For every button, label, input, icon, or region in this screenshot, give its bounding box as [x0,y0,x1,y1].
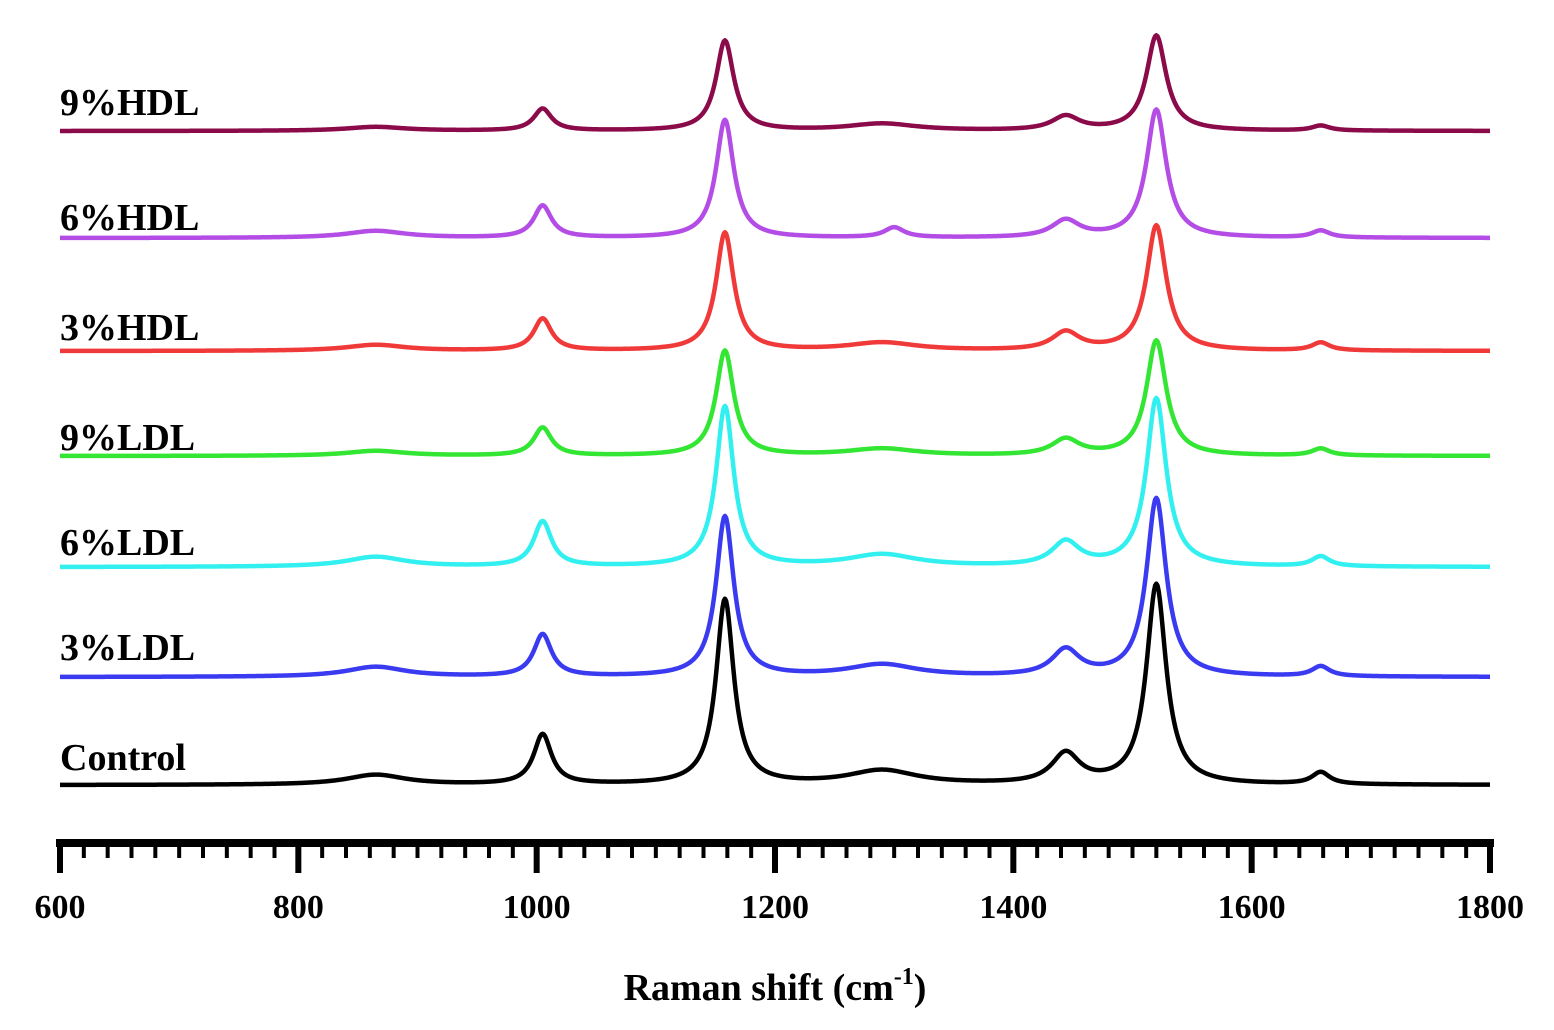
series-label-6pct-hdl: 6%HDL [60,197,199,239]
series-line-control [58,581,1492,788]
x-axis-title: Raman shift (cm-1) [624,964,927,1009]
x-axis-title-superscript: -1 [894,964,914,990]
x-tick-label-1000: 1000 [503,889,571,926]
x-tick-label-600: 600 [35,889,86,926]
series-line-3pct-ldl [58,495,1492,680]
x-tick-label-1200: 1200 [741,889,809,926]
series-line-6pct-hdl [58,107,1492,241]
series-label-control: Control [60,737,186,779]
x-tick-label-1800: 1800 [1456,889,1524,926]
series-line-6pct-ldl [58,395,1492,570]
x-axis: 600 800 1000 1200 1400 1600 1800 [35,839,1524,926]
x-tick-label-800: 800 [273,889,324,926]
series-line-9pct-hdl [58,33,1492,134]
series-label-3pct-hdl: 3%HDL [60,307,199,349]
x-tick-label-1400: 1400 [979,889,1047,926]
series-line-9pct-ldl [58,338,1492,459]
series-line-3pct-hdl [58,222,1492,354]
series-label-9pct-ldl: 9%LDL [60,417,195,459]
series-label-9pct-hdl: 9%HDL [60,82,199,124]
series-group: 9%HDL 6%HDL 3%HDL 9%LDL 6%LDL 3%LDL Control [58,33,1492,788]
series-label-3pct-ldl: 3%LDL [60,627,195,669]
series-label-6pct-ldl: 6%LDL [60,522,195,564]
x-tick-label-1600: 1600 [1218,889,1286,926]
